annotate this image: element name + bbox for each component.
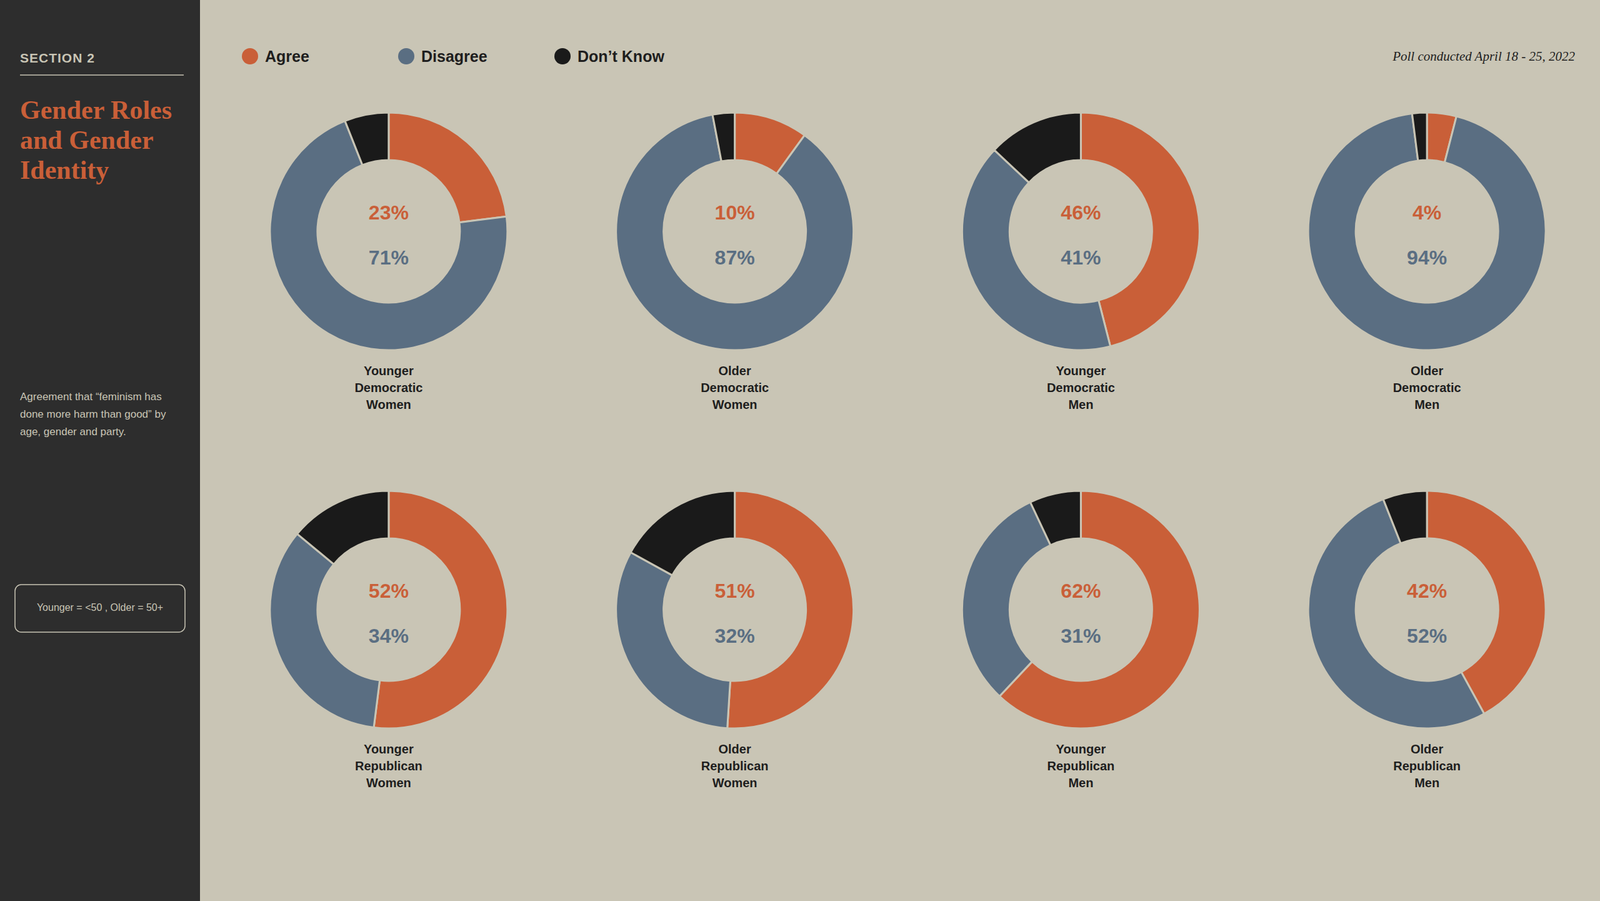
data-label: 62% [1060,579,1101,602]
donut-label: Older Democratic Women [700,363,769,412]
section-label: SECTION 2 [20,50,95,65]
donut-chart: 23% 71% Younger Democratic Women [270,112,508,412]
donut-slice [994,112,1082,183]
donut-label: Younger Democratic Women [354,363,423,412]
donut-label-line: Older [1410,741,1444,756]
donut-label-line: Women [366,775,412,790]
data-label: 87% [715,246,755,269]
donut-label-line: Men [1068,775,1094,790]
donut-label-line: Younger [363,363,414,378]
donut-label-line: Younger [1056,741,1107,756]
donut-label-line: Republican [701,758,769,773]
donut-label-line: Democratic [354,380,423,395]
donut-slice [961,150,1110,350]
title-line: Identity [20,155,109,185]
section-underline [20,74,184,76]
donut-slice [727,490,854,729]
donut-label-line: Men [1414,397,1440,412]
data-label: 71% [368,246,409,269]
data-label: 52% [368,579,409,602]
legend-label: Agree [265,47,310,65]
donut-label: Older Republican Women [701,741,769,790]
donut-slice [630,490,735,575]
data-label: 51% [715,579,755,602]
donut-label: Older Republican Men [1393,741,1461,790]
donut-chart: 10% 87% Older Democratic Women [616,112,854,412]
donut-label: Younger Republican Women [355,741,423,790]
data-label: 34% [368,624,409,647]
legend-swatch [398,48,415,65]
donut-label-line: Republican [355,758,423,773]
data-label: 94% [1406,246,1447,269]
donut-label-line: Older [718,363,752,378]
donut-slice [1030,490,1081,545]
chart-root: SECTION 2 Gender Rolesand GenderIdentity A… [0,0,1600,901]
donut-label-line: Younger [1056,363,1107,378]
subtitle: Agreement that “feminism has done more ha… [20,390,167,438]
title-line: and Gender [20,125,154,155]
donut-label-line: Men [1414,775,1440,790]
data-label: 52% [1406,624,1447,647]
legend-swatch [554,48,571,65]
donut-slice [712,112,735,162]
data-label: 4% [1412,201,1442,224]
data-label: 32% [715,624,755,647]
donut-slice [1383,490,1427,544]
donut-label: Younger Democratic Men [1046,363,1115,412]
background [0,0,1600,901]
donut-chart: 42% 52% Older Republican Men [1308,490,1546,790]
donut-slice [373,490,508,729]
data-label: 31% [1060,624,1101,647]
data-label: 46% [1060,201,1101,224]
legend-label: Disagree [421,47,488,65]
donut-chart: 62% 31% Younger Republican Men [961,490,1200,790]
donut-chart: 46% 41% Younger Democratic Men [961,112,1200,412]
legend-swatch [241,48,259,65]
donut-label-line: Older [718,741,752,756]
donut-label-line: Women [712,397,758,412]
subtitle-line: done more harm than good” by [20,408,167,420]
donut-label-line: Men [1068,397,1094,412]
donut-label: Older Democratic Men [1393,363,1462,412]
title-line: Gender Roles [20,95,172,125]
donut-label-line: Older [1410,363,1444,378]
data-label: 42% [1406,579,1447,602]
sidebar-background [0,0,200,901]
donut-chart: 4% 94% Older Democratic Men [1308,112,1546,412]
data-label: 23% [368,201,409,224]
legend: Agree Disagree Don’t Know [241,47,665,65]
donut-slice [616,551,731,728]
donut-slice [296,490,389,564]
donut-label-line: Democratic [700,380,769,395]
donut-label-line: Republican [1393,758,1461,773]
donut-label-line: Women [712,775,758,790]
donut-label: Younger Republican Men [1046,741,1115,790]
donut-slice [1411,112,1427,161]
title: Gender Rolesand GenderIdentity [20,95,172,185]
donut-label-line: Younger [363,741,414,756]
donut-label-line: Democratic [1393,380,1462,395]
donut-slice [961,501,1050,696]
age-note: Younger = <50 , Older = 50+ [36,601,164,613]
donut-slice [345,112,389,165]
legend-label: Don’t Know [577,47,665,65]
note-box [15,584,185,632]
donut-chart: 51% 32% Older Republican Women [616,490,854,790]
donut-label-line: Democratic [1046,380,1115,395]
subtitle-line: Agreement that “feminism has [20,390,162,403]
poll-note: Poll conducted April 18 - 25, 2022 [1391,48,1575,64]
subtitle-line: age, gender and party. [20,425,127,438]
donut-slice [270,533,380,728]
data-label: 41% [1060,246,1101,269]
donut-chart: 52% 34% Younger Republican Women [270,490,508,790]
data-label: 10% [715,201,755,224]
donut-label-line: Republican [1046,758,1115,773]
donut-label-line: Women [366,397,412,412]
sidebar: SECTION 2 Gender Rolesand GenderIdentity A… [0,0,200,901]
